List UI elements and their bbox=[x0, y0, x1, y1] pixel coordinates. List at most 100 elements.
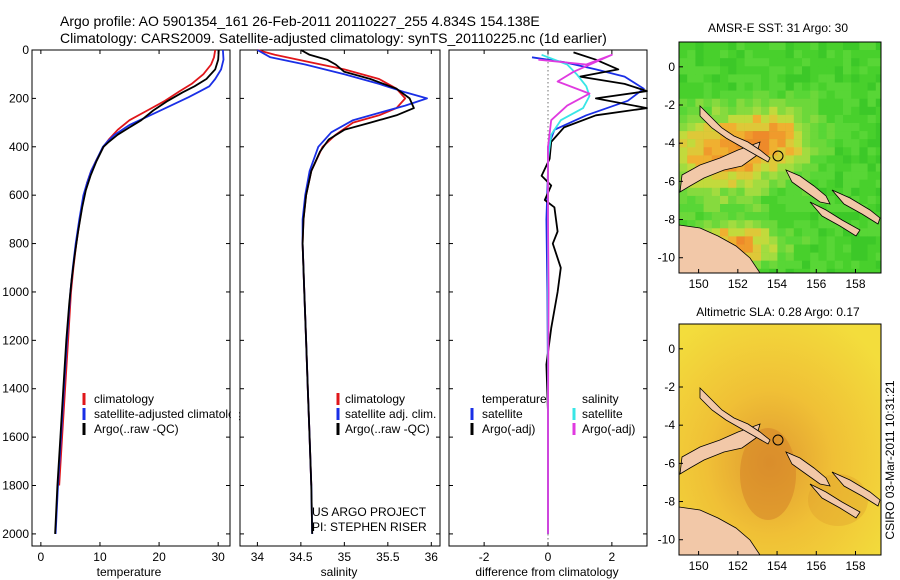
sst-cell bbox=[679, 114, 688, 124]
sst-cell bbox=[695, 42, 704, 51]
temperature-legend: climatology satellite-adjusted climatolo… bbox=[82, 392, 247, 436]
sst-cell bbox=[810, 260, 819, 269]
sst-cell bbox=[867, 139, 876, 148]
sst-cell bbox=[695, 155, 704, 164]
y-tick-label: 800 bbox=[9, 237, 29, 251]
sst-cell bbox=[703, 106, 712, 116]
sst-cell bbox=[851, 236, 860, 245]
sst-cell bbox=[728, 42, 737, 51]
sst-cell bbox=[875, 139, 881, 148]
sst-cell bbox=[703, 90, 712, 99]
sst-cell bbox=[777, 58, 786, 67]
sst-cell bbox=[851, 74, 860, 83]
sst-cell bbox=[687, 50, 696, 59]
sst-cell bbox=[826, 58, 835, 67]
sst-cell bbox=[810, 195, 819, 205]
sst-cell bbox=[736, 228, 745, 237]
sst-cell bbox=[867, 66, 876, 75]
sst-cell bbox=[687, 114, 696, 124]
sst-cell bbox=[859, 179, 868, 188]
x-tick-label: -2 bbox=[479, 550, 490, 564]
sst-cell bbox=[826, 187, 835, 197]
sst-cell bbox=[802, 50, 811, 59]
sst-cell bbox=[744, 90, 753, 99]
sst-cell bbox=[720, 139, 729, 148]
sst-cell bbox=[720, 42, 729, 51]
sst-cell bbox=[728, 66, 737, 75]
sst-cell bbox=[761, 139, 770, 148]
sst-cell bbox=[818, 90, 827, 99]
sst-cell bbox=[785, 50, 794, 59]
sst-cell bbox=[769, 123, 778, 132]
sst-cell bbox=[818, 123, 827, 132]
sst-cell bbox=[843, 58, 852, 67]
sst-cell bbox=[834, 171, 844, 180]
sst-cell bbox=[859, 90, 868, 99]
sst-cell bbox=[843, 171, 852, 180]
legend-title-salinity: salinity bbox=[582, 392, 619, 406]
sst-cell bbox=[720, 74, 729, 83]
sst-cell bbox=[687, 58, 696, 67]
sst-cell bbox=[728, 74, 737, 83]
sst-cell bbox=[859, 260, 868, 269]
sst-cell bbox=[818, 236, 827, 245]
sst-cell bbox=[728, 98, 737, 107]
sst-cell bbox=[867, 147, 876, 156]
temperature-series bbox=[54, 49, 225, 534]
sst-cell bbox=[744, 212, 753, 221]
sst-cell bbox=[802, 66, 811, 75]
sla-map: Altimetric SLA: 0.28 Argo: 0.17 150 152 15… bbox=[658, 305, 882, 573]
sst-cell bbox=[711, 90, 721, 99]
map-x-tick-label: 154 bbox=[767, 559, 787, 573]
sst-cell bbox=[711, 58, 721, 67]
sst-cell bbox=[843, 252, 852, 261]
sst-cell bbox=[769, 204, 778, 213]
sst-cell bbox=[826, 252, 835, 261]
legend-title-temperature: temperature bbox=[482, 392, 547, 406]
sst-cell bbox=[867, 204, 876, 213]
sst-cell bbox=[859, 106, 868, 116]
sst-cell bbox=[744, 82, 753, 91]
sst-cell bbox=[752, 82, 762, 91]
sst-cell bbox=[711, 66, 721, 75]
sst-cell bbox=[810, 155, 819, 164]
sst-cell bbox=[769, 179, 778, 188]
sla-map-frame bbox=[678, 323, 882, 556]
sst-cell bbox=[867, 123, 876, 132]
sst-cell bbox=[793, 139, 803, 148]
sst-cell bbox=[695, 98, 704, 107]
sst-cell bbox=[785, 220, 794, 229]
sst-cell bbox=[752, 42, 762, 51]
sst-cell bbox=[761, 82, 770, 91]
sst-cell bbox=[744, 98, 753, 107]
sst-cell bbox=[810, 66, 819, 75]
sst-cell bbox=[679, 90, 688, 99]
sst-cell bbox=[695, 147, 704, 156]
sst-cell bbox=[695, 74, 704, 83]
sst-cell bbox=[761, 147, 770, 156]
sst-cell bbox=[769, 236, 778, 245]
sst-cell bbox=[875, 106, 881, 116]
sst-cell bbox=[826, 147, 835, 156]
series-line-argo bbox=[54, 49, 220, 534]
sst-cell bbox=[818, 244, 827, 253]
sst-cell bbox=[851, 155, 860, 164]
map-x-tick-label: 154 bbox=[767, 277, 787, 291]
legend-label-sal-satellite: satellite bbox=[582, 407, 623, 421]
sst-cell bbox=[834, 252, 844, 261]
sst-cell bbox=[728, 147, 737, 156]
sst-cell bbox=[744, 58, 753, 67]
sst-cell bbox=[867, 179, 876, 188]
argo-position-marker bbox=[772, 434, 784, 446]
sst-cell bbox=[728, 123, 737, 132]
sst-cell bbox=[818, 252, 827, 261]
sst-cell bbox=[769, 82, 778, 91]
sst-cell bbox=[687, 195, 696, 205]
sst-cell bbox=[703, 82, 712, 91]
sst-cell bbox=[851, 212, 860, 221]
salinity-plot-frame bbox=[239, 49, 441, 547]
sst-cell bbox=[777, 90, 786, 99]
sst-cell bbox=[728, 82, 737, 91]
sst-cell bbox=[687, 212, 696, 221]
sst-cell bbox=[687, 42, 696, 51]
